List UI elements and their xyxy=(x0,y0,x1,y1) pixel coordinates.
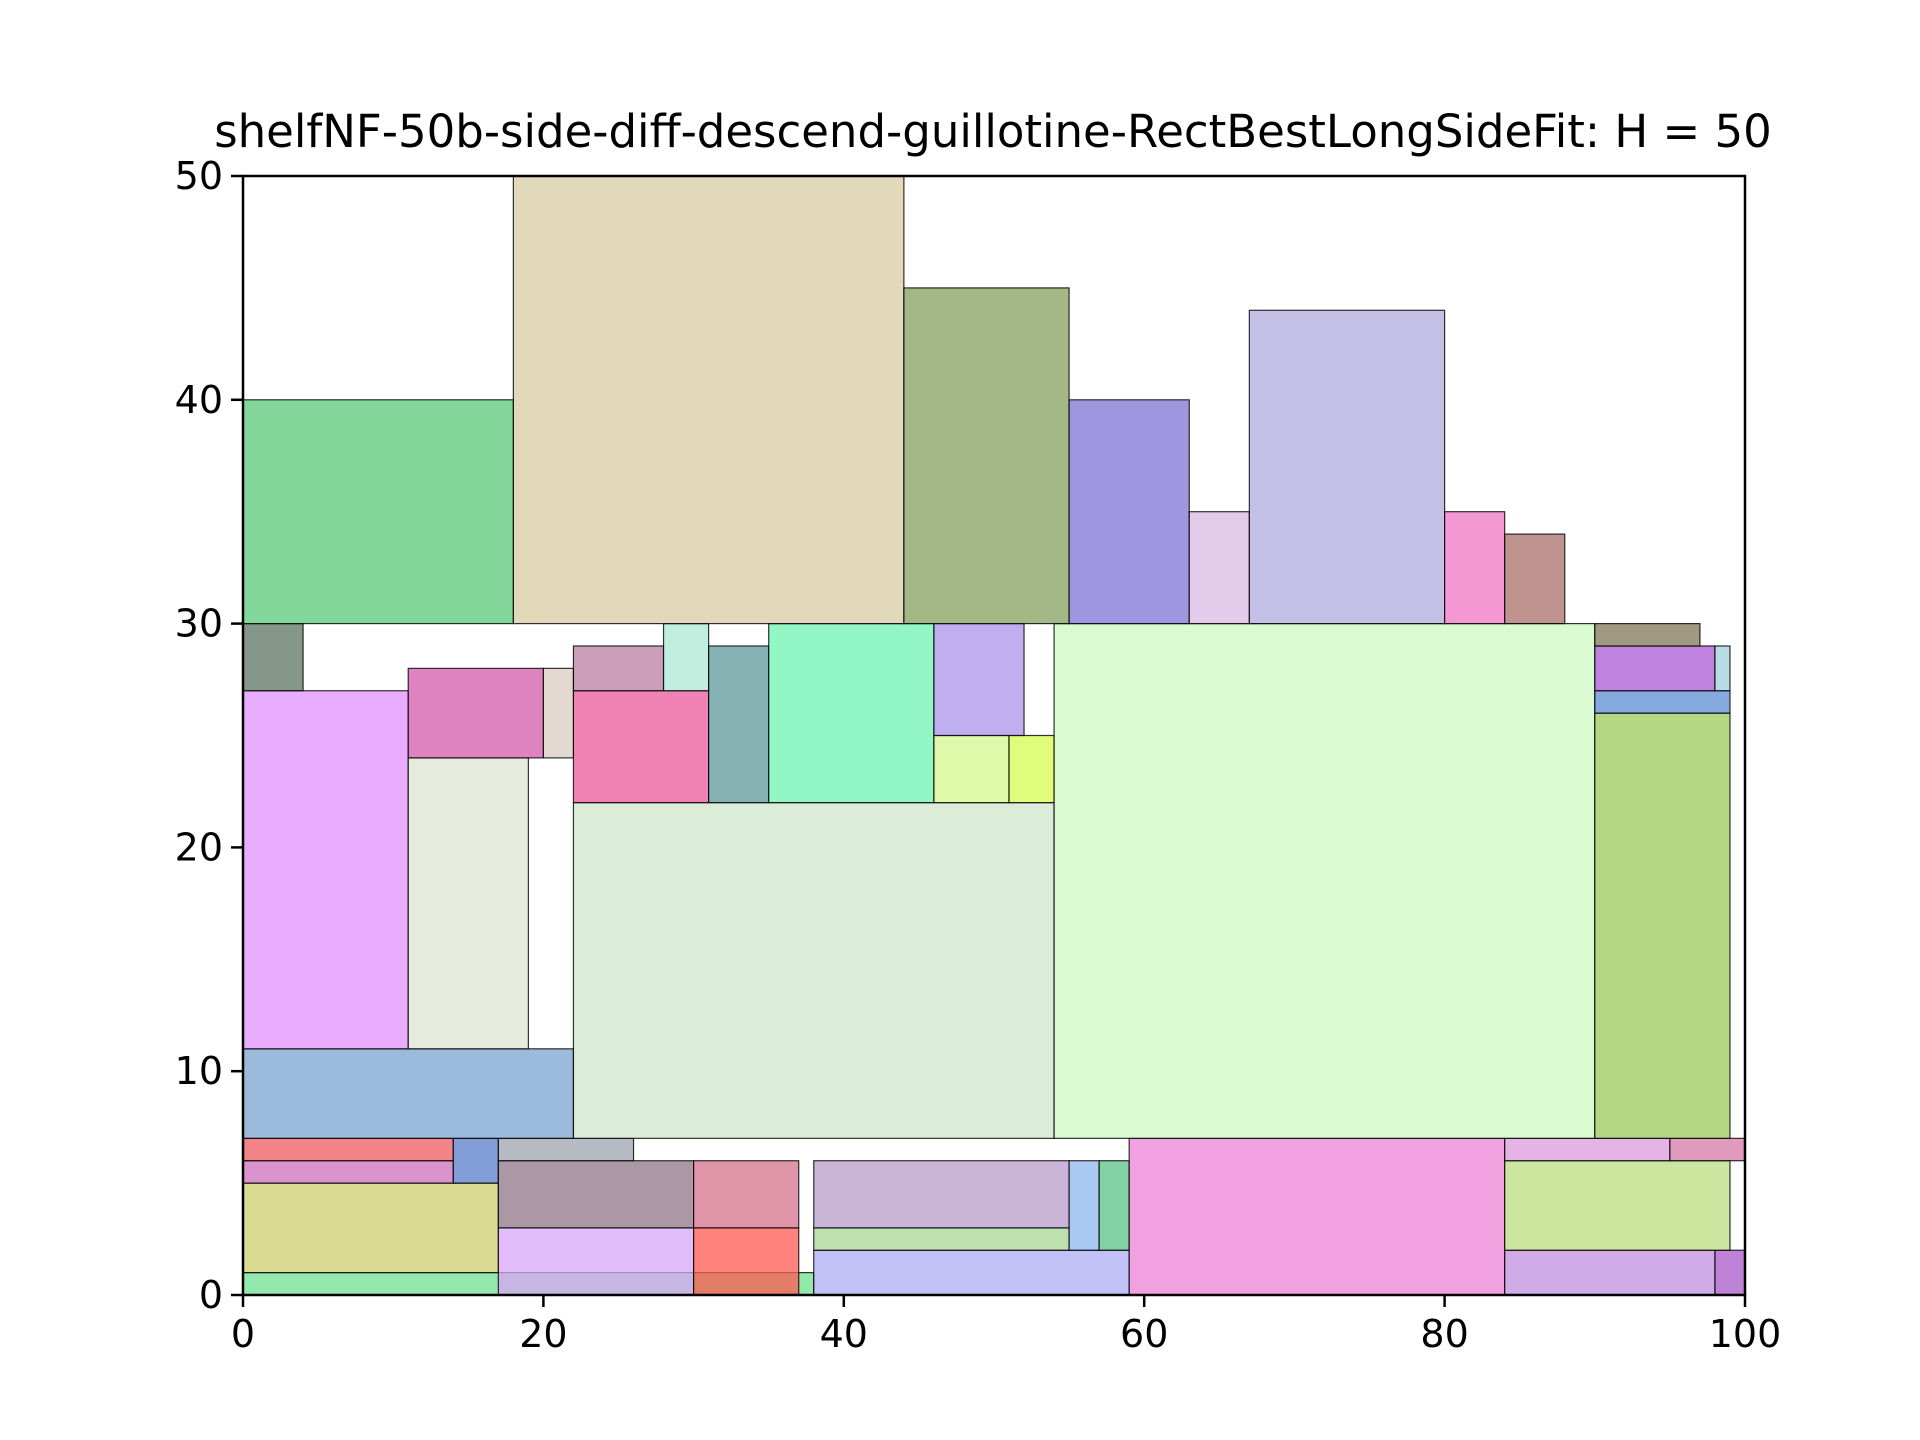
packed-rect xyxy=(1669,1137,1746,1162)
rects-layer xyxy=(242,175,1746,1296)
x-tick-label: 20 xyxy=(519,1312,567,1356)
y-tick-label: 0 xyxy=(199,1273,223,1317)
packed-rect xyxy=(1008,734,1055,804)
packed-rect xyxy=(512,175,905,625)
packed-rect xyxy=(768,622,935,804)
packed-rect xyxy=(933,622,1025,737)
packed-rect xyxy=(1128,1137,1506,1296)
packed-rect xyxy=(1053,622,1596,1139)
packed-rect xyxy=(1594,712,1731,1139)
packed-rect xyxy=(242,1048,575,1139)
packed-rect xyxy=(813,1249,1130,1296)
packed-rect xyxy=(497,1160,695,1229)
packed-rect xyxy=(1504,1249,1716,1296)
packed-rect xyxy=(813,1227,1070,1251)
packed-rect xyxy=(1443,511,1506,625)
x-tick-label: 60 xyxy=(1120,1312,1168,1356)
packed-rect xyxy=(1068,1160,1100,1251)
y-tick-label: 20 xyxy=(175,825,223,869)
packed-rect xyxy=(572,645,665,692)
packed-rect xyxy=(242,690,409,1050)
packed-rect xyxy=(407,667,544,759)
packed-rect xyxy=(242,622,304,692)
packed-rect xyxy=(1504,1160,1731,1251)
packed-rect xyxy=(1098,1160,1130,1251)
packed-rect xyxy=(692,1227,800,1296)
packed-rect xyxy=(452,1137,499,1184)
packed-rect xyxy=(572,690,710,804)
x-tick-label: 100 xyxy=(1709,1312,1782,1356)
axes-frame xyxy=(241,174,1747,1297)
y-axis: 0 10 20 30 40 50 xyxy=(175,154,243,1317)
packed-rect xyxy=(1714,1249,1746,1296)
packed-rect xyxy=(1714,645,1731,692)
y-tick-label: 40 xyxy=(175,378,223,422)
packed-rect xyxy=(692,1160,800,1229)
packed-rect xyxy=(1594,622,1701,647)
y-tick-label: 50 xyxy=(175,154,223,198)
packed-rect xyxy=(497,1137,635,1162)
packed-rect xyxy=(1188,511,1250,625)
x-axis: 0 20 40 60 80 100 xyxy=(231,1295,1781,1356)
packed-rect xyxy=(1504,533,1566,625)
packed-rect xyxy=(813,1160,1070,1229)
packed-rect xyxy=(1504,1137,1671,1162)
packed-rect xyxy=(242,1182,499,1274)
chart-title: shelfNF-50b-side-diff-descend-guillotine… xyxy=(214,105,1772,158)
packed-rect xyxy=(708,645,770,804)
x-tick-label: 0 xyxy=(231,1312,255,1356)
packed-rect xyxy=(572,802,1055,1139)
y-tick-label: 30 xyxy=(175,602,223,646)
packed-rect xyxy=(903,287,1070,625)
packed-rect xyxy=(542,667,575,759)
packed-rect xyxy=(662,622,710,692)
packed-rect xyxy=(242,1160,454,1184)
x-tick-label: 40 xyxy=(820,1312,868,1356)
packed-rect xyxy=(1248,309,1446,625)
packed-rect xyxy=(242,399,514,625)
packed-rect xyxy=(933,734,1010,804)
packed-rect xyxy=(497,1227,695,1296)
packed-rect xyxy=(407,757,529,1050)
packed-rect xyxy=(1068,399,1190,625)
x-tick-label: 80 xyxy=(1420,1312,1468,1356)
packed-rect xyxy=(1594,690,1731,714)
y-tick-label: 10 xyxy=(175,1049,223,1093)
packed-rect xyxy=(1594,645,1716,692)
packed-rect xyxy=(242,1137,454,1162)
